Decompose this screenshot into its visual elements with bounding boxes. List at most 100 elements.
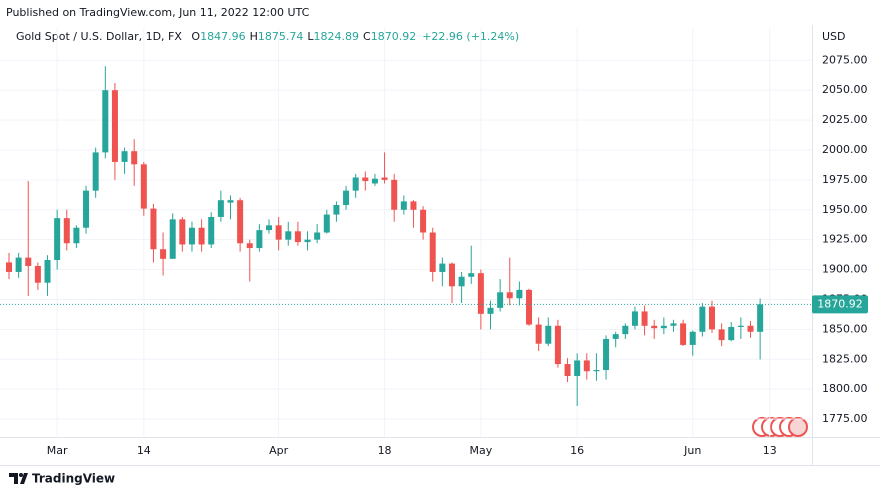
x-tick-label: Jun [683,444,701,457]
candle-body [583,360,590,372]
candle-body [593,370,600,372]
y-tick-label: 2075.00 [822,53,868,66]
candle-body [651,325,658,329]
candle-body [246,243,253,249]
ohlc-value: 1875.74 [258,30,304,43]
candle-body [420,209,427,233]
y-tick-label: 1775.00 [822,412,868,425]
candle-body [208,216,215,245]
ohlc-key: O [191,30,200,43]
candle-body [304,239,311,243]
y-tick-label: 1800.00 [822,382,868,395]
candle-body [410,201,417,210]
candle-body [680,323,687,345]
candle-body [131,151,138,165]
x-tick-label: May [469,444,492,457]
candle-body [487,307,494,314]
candle-body [468,273,475,277]
symbol-legend: Gold Spot / U.S. Dollar, 1D, FX O1847.96… [16,30,519,43]
x-tick-label: 13 [763,444,777,457]
candle-body [362,177,369,182]
y-tick-label: 1925.00 [822,233,868,246]
candle-body [371,178,378,184]
candle-body [516,289,523,299]
candle-body [641,311,648,326]
candle-body [612,334,619,339]
candle-body [689,331,696,345]
candle-body [25,257,32,266]
candle-body [391,179,398,210]
ohlc-value: 1870.92 [371,30,417,43]
candle-body [737,325,744,327]
candle-body [526,289,533,325]
candle-body [92,152,99,191]
candle-body [102,90,109,153]
candle-body [15,257,22,272]
published-note: Published on TradingView.com, Jun 11, 20… [6,6,310,19]
candle-body [73,227,80,244]
candle-body [718,329,725,341]
candle-body [622,325,629,335]
candle-body [458,276,465,287]
candle-body [400,201,407,210]
candle-body [381,177,388,180]
candle-body [54,218,61,261]
candle-body [535,324,542,344]
candle-body [160,249,167,259]
candle-body [603,338,610,371]
candle-body [757,304,764,332]
candle-body [545,325,552,344]
candle-body [699,306,706,332]
candle-body [140,164,147,209]
candle-body [448,263,455,287]
candle-body [554,325,561,365]
candle-body [285,231,292,240]
candle-body [564,364,571,377]
x-tick-label: 16 [570,444,584,457]
brand: TradingView [32,472,115,486]
symbol: Gold Spot / U.S. Dollar, 1D, FX [16,30,182,43]
y-tick-label: 1950.00 [822,203,868,216]
ohlc-value: 1824.89 [314,30,360,43]
candle-body [121,151,128,162]
candle-body [439,263,446,272]
candle-body [747,325,754,332]
candle-body [323,214,330,233]
candle-body [429,232,436,272]
candle-body [237,200,244,244]
candle-body [169,219,176,259]
candle-body [83,190,90,228]
ohlc-key: C [363,30,371,43]
candle-body [34,265,41,283]
candle-body [352,177,359,191]
y-tick-label: 2050.00 [822,83,868,96]
candle-body [256,230,263,249]
candle-body [266,225,273,231]
candle-body [670,323,677,326]
change: +22.96 (+1.24%) [422,30,519,43]
candle-body [275,225,282,240]
y-tick-label: 2000.00 [822,143,868,156]
y-tick-label: 2025.00 [822,113,868,126]
x-tick-label: 18 [378,444,392,457]
ohlc-key: H [250,30,258,43]
x-tick-label: 14 [137,444,151,457]
candle-body [728,326,735,341]
y-tick-label: 1850.00 [822,322,868,335]
ohlc-key: L [307,30,314,43]
candle-body [63,218,70,244]
x-tick-label: Mar [47,444,68,457]
flag-icons [752,417,808,437]
ohlc-value: 1847.96 [200,30,246,43]
candle-body [198,227,205,245]
candle-body [217,200,224,217]
last-price-label: 1870.92 [817,297,863,310]
y-tick-label: 1975.00 [822,173,868,186]
candle-body [333,204,340,215]
x-tick-label: Apr [269,444,289,457]
candle-body [631,311,638,326]
grid [0,28,812,437]
candle-body [574,360,581,377]
candle-body [44,260,51,283]
